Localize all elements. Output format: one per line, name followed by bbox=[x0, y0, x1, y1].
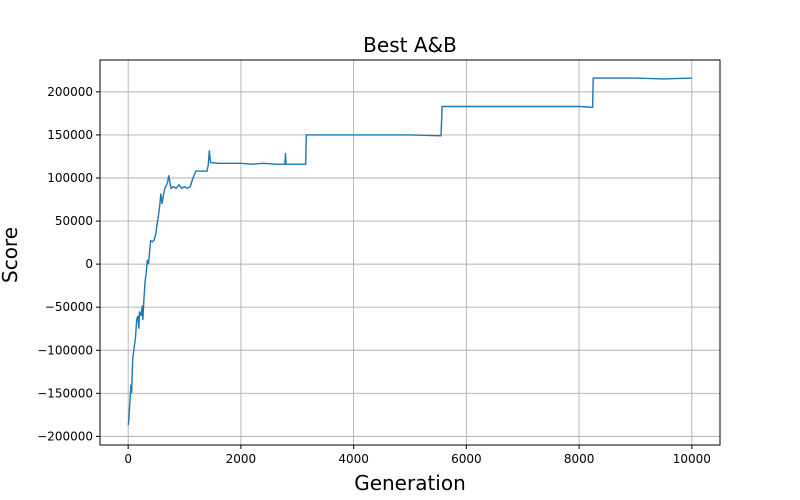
y-tick-label: −50000 bbox=[45, 300, 93, 314]
series-layer bbox=[127, 77, 692, 426]
x-tick-label: 4000 bbox=[338, 452, 369, 466]
y-tick-label: −200000 bbox=[37, 429, 93, 443]
chart-title: Best A&B bbox=[363, 33, 457, 57]
y-tick-label: 100000 bbox=[47, 171, 93, 185]
plot-frame bbox=[99, 59, 721, 446]
x-tick-label: 6000 bbox=[451, 452, 482, 466]
x-tick-label: 10000 bbox=[673, 452, 711, 466]
y-tick-label: 150000 bbox=[47, 128, 93, 142]
axis-ticks: 0 2000 4000 6000 8000 10000 −200000 −150000 −100… bbox=[37, 85, 711, 466]
x-tick-label: 2000 bbox=[226, 452, 257, 466]
grid-lines bbox=[100, 60, 720, 445]
y-axis-label: Score bbox=[0, 227, 22, 283]
y-tick-label: 0 bbox=[85, 257, 93, 271]
y-tick-label: 50000 bbox=[55, 214, 93, 228]
x-tick-label: 0 bbox=[124, 452, 132, 466]
y-tick-label: −150000 bbox=[37, 386, 93, 400]
series-line bbox=[127, 77, 692, 426]
x-tick-label: 8000 bbox=[564, 452, 595, 466]
y-tick-label: −100000 bbox=[37, 343, 93, 357]
x-axis-label: Generation bbox=[354, 471, 466, 495]
y-tick-label: 200000 bbox=[47, 85, 93, 99]
